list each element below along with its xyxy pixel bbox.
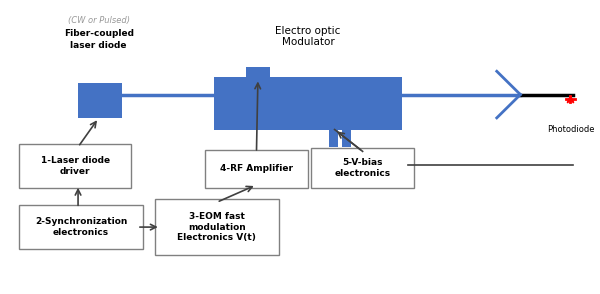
FancyBboxPatch shape xyxy=(214,77,403,130)
Text: 1-Laser diode
driver: 1-Laser diode driver xyxy=(41,156,110,176)
Text: 5-V-bias
electronics: 5-V-bias electronics xyxy=(335,158,391,178)
FancyBboxPatch shape xyxy=(155,199,278,255)
Text: 4-RF Amplifier: 4-RF Amplifier xyxy=(220,164,293,173)
FancyBboxPatch shape xyxy=(19,205,143,249)
FancyBboxPatch shape xyxy=(311,148,414,188)
FancyBboxPatch shape xyxy=(19,144,131,188)
Text: Photodiode: Photodiode xyxy=(547,125,594,134)
FancyBboxPatch shape xyxy=(329,130,338,147)
FancyBboxPatch shape xyxy=(78,83,122,118)
Text: 2-Synchronization
electronics: 2-Synchronization electronics xyxy=(35,217,127,237)
Text: (CW or Pulsed): (CW or Pulsed) xyxy=(68,16,130,25)
Text: Electro optic
Modulator: Electro optic Modulator xyxy=(275,26,341,47)
Text: 3-EOM fast
modulation
Electronics V(t): 3-EOM fast modulation Electronics V(t) xyxy=(177,212,256,242)
FancyBboxPatch shape xyxy=(342,130,351,147)
FancyBboxPatch shape xyxy=(205,150,308,188)
FancyBboxPatch shape xyxy=(246,67,270,78)
Text: Fiber-coupled
laser diode: Fiber-coupled laser diode xyxy=(64,29,134,50)
